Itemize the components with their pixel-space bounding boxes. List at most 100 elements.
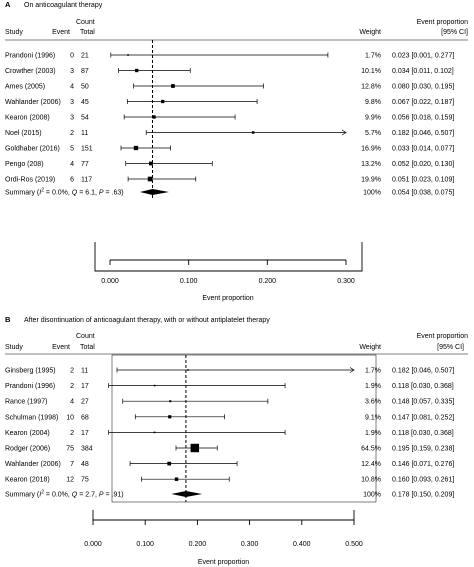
header-study: Study	[5, 29, 23, 36]
study-name: Ames (2005)	[5, 84, 45, 91]
summary-label-part: Q	[72, 492, 78, 499]
header-weight: Weight	[359, 29, 381, 36]
header-total: Total	[80, 29, 95, 36]
study-weight: 12.8%	[361, 84, 381, 91]
study-total: 11	[81, 130, 88, 137]
study-ci-text: 0.148 [0.057, 0.335]	[392, 399, 454, 406]
study-total: 68	[81, 414, 89, 421]
panel-letter: A	[5, 0, 11, 9]
study-name: Ginsberg (1995)	[5, 368, 56, 375]
forest-panel-a: A On anticoagulant therapy Study Event Count…	[5, 0, 468, 302]
study-name: Kearon (2008)	[5, 115, 50, 122]
study-name: Noel (2015)	[5, 130, 42, 137]
study-weight: 1.7%	[365, 53, 381, 60]
summary-label-part: I	[39, 492, 41, 499]
study-event: 3	[70, 68, 74, 75]
study-name: Wahlander (2006)	[5, 99, 61, 106]
study-weight: 3.6%	[365, 399, 381, 406]
study-total: 48	[81, 461, 89, 468]
header-event: Event	[52, 344, 70, 351]
summary-label-part: = 0.0%,	[44, 492, 72, 499]
x-tick-label: 0.000	[84, 541, 102, 548]
x-tick-label: 0.100	[136, 541, 154, 548]
study-name: Crowther (2003)	[5, 68, 56, 75]
study-name: Pengo (208)	[5, 161, 44, 168]
x-tick-label: 0.300	[241, 541, 259, 548]
study-total: 77	[81, 161, 89, 168]
summary-diamond	[171, 491, 203, 497]
study-ci-text: 0.146 [0.071, 0.276]	[392, 461, 454, 468]
study-event: 6	[70, 177, 74, 184]
study-weight: 16.9%	[361, 146, 381, 153]
summary-label: Summary (I2 = 0.0%, Q = 6.1, P = .63)	[5, 188, 124, 197]
study-name: Kearon (2018)	[5, 477, 50, 484]
study-total: 17	[81, 430, 89, 437]
summary-label-part: 2	[41, 490, 44, 496]
header-total: Total	[80, 344, 95, 351]
study-weight: 9.8%	[365, 99, 381, 106]
study-ci-text: 0.033 [0.014, 0.077]	[392, 146, 454, 153]
point-estimate	[153, 431, 156, 434]
point-estimate	[168, 415, 172, 419]
point-estimate	[147, 176, 153, 182]
study-name: Wahlander (2006)	[5, 461, 61, 468]
x-tick-label: 0.300	[337, 278, 355, 285]
study-ci-text: 0.034 [0.011, 0.102]	[392, 68, 454, 75]
study-event: 2	[70, 368, 74, 375]
study-ci-text: 0.080 [0.030, 0.195]	[392, 84, 454, 91]
study-weight: 10.1%	[361, 68, 381, 75]
study-weight: 1.7%	[365, 368, 381, 375]
study-name: Prandoni (1996)	[5, 53, 55, 60]
study-ci-text: 0.051 [0.023, 0.109]	[392, 177, 454, 184]
point-estimate	[127, 54, 129, 56]
study-weight: 13.2%	[361, 161, 381, 168]
summary-weight: 100%	[363, 492, 381, 499]
study-weight: 10.8%	[361, 477, 381, 484]
study-ci-text: 0.067 [0.022, 0.187]	[392, 99, 454, 106]
study-weight: 1.9%	[365, 430, 381, 437]
study-event: 2	[70, 430, 74, 437]
study-name: Rance (1997)	[5, 399, 47, 406]
study-total: 27	[81, 399, 89, 406]
plot-frame	[111, 354, 377, 503]
study-row: Prandoni (1996) 2 17 1.9% 0.118 [0.030, 0.36…	[5, 383, 454, 390]
summary-label: Summary (I2 = 0.0%, Q = 2.7, P = .91)	[5, 490, 124, 499]
header-count: Count	[76, 333, 95, 340]
point-estimate	[135, 68, 139, 73]
study-ci-text: 0.182 [0.046, 0.507]	[392, 368, 454, 375]
study-weight: 5.7%	[365, 130, 381, 137]
header-weight: Weight	[359, 344, 381, 351]
summary-label-part: = .91)	[104, 492, 124, 499]
summary-label-part: Summary (	[5, 492, 40, 499]
summary-row: Summary (I2 = 0.0%, Q = 6.1, P = .63) 100…	[5, 188, 454, 197]
point-estimate	[167, 461, 172, 466]
summary-ci-text: 0.054 [0.038, 0.075]	[392, 190, 454, 197]
point-estimate	[190, 443, 200, 453]
header-event-proportion: Event proportion	[417, 333, 468, 340]
study-total: 384	[81, 446, 93, 453]
summary-weight: 100%	[363, 190, 381, 197]
x-tick-label: 0.200	[189, 541, 207, 548]
study-total: 50	[81, 84, 89, 91]
forest-panel-b: B After disontinuation of anticoagulant t…	[5, 315, 468, 566]
panel-title: After disontinuation of anticoagulant th…	[24, 317, 270, 324]
point-estimate	[133, 145, 139, 151]
ci-arrow	[349, 367, 355, 373]
summary-label-part: 2	[41, 188, 44, 194]
header-count: Count	[76, 19, 95, 26]
summary-label-part: I	[39, 190, 41, 197]
point-estimate	[187, 369, 189, 371]
study-event: 2	[70, 383, 74, 390]
study-row: Rodger (2006) 75 384 64.5% 0.195 [0.159, 0.2…	[5, 443, 454, 453]
study-event: 2	[70, 130, 74, 137]
study-event: 4	[70, 84, 74, 91]
study-total: 54	[81, 115, 89, 122]
header-event: Event	[52, 29, 70, 36]
x-tick-label: 0.400	[293, 541, 311, 548]
x-tick-label: 0.200	[259, 278, 277, 285]
point-estimate	[169, 400, 172, 403]
summary-row: Summary (I2 = 0.0%, Q = 2.7, P = .91) 100…	[5, 490, 454, 499]
x-tick-label: 0.500	[345, 541, 363, 548]
study-total: 21	[81, 53, 89, 60]
summary-label-part: Summary (	[5, 190, 40, 197]
